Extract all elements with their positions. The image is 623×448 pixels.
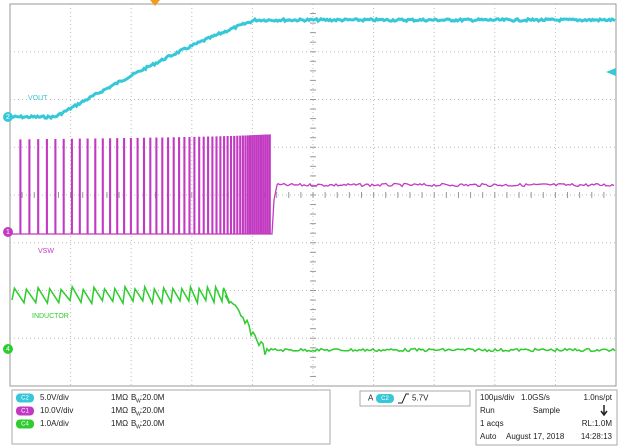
channel-id: C2 — [21, 396, 29, 402]
resolution: 1.0ns/pt — [584, 393, 613, 402]
channel-bw-prefix: B — [131, 406, 136, 415]
trigger-source-badge — [376, 394, 394, 403]
channel-id: C1 — [21, 409, 29, 415]
trigger-mode: A — [368, 394, 374, 403]
time: 14:28:13 — [581, 432, 613, 441]
channel-bandwidth: :20.0M — [140, 393, 165, 402]
trigger-source: C2 — [381, 396, 389, 402]
channel-impedance: 1MΩ — [111, 419, 128, 428]
acq-mode: Sample — [533, 406, 561, 415]
trace-label: INDUCTOR — [32, 313, 69, 320]
trigger-level: 5.7V — [412, 394, 429, 403]
channel-marker-label: 4 — [6, 346, 10, 353]
acquisition-panel — [475, 389, 618, 446]
trigger-mode-auto: Auto — [480, 432, 497, 441]
channel-bandwidth: :20.0M — [140, 419, 165, 428]
trigger-level-marker — [606, 68, 616, 76]
channel-scale: 5.0V/div — [40, 393, 69, 402]
channel-badge — [16, 393, 34, 403]
trace-label: VOUT — [28, 95, 48, 102]
sample-rate: 1.0GS/s — [521, 393, 550, 402]
vsw-trace — [12, 134, 615, 235]
channel-impedance: 1MΩ — [111, 406, 128, 415]
acq-count: 1 acqs — [480, 419, 504, 428]
channel-badge — [16, 406, 34, 416]
channel-badge — [16, 419, 34, 429]
channel-bw-prefix: B — [131, 419, 136, 428]
trace-label: VSW — [38, 248, 54, 255]
channel-panel — [11, 389, 331, 445]
channel-bw-sub: W — [136, 424, 141, 430]
timebase: 100µs/div — [480, 393, 514, 402]
run-state: Run — [480, 406, 495, 415]
channel-bandwidth: :20.0M — [140, 406, 165, 415]
channel-marker — [3, 344, 13, 354]
channel-marker — [3, 112, 13, 122]
trigger-position-marker — [150, 0, 160, 6]
inductor-trace — [11, 283, 616, 355]
date: August 17, 2018 — [506, 432, 565, 441]
channel-bw-prefix: B — [131, 393, 136, 402]
channel-scale: 1.0A/div — [40, 419, 69, 428]
channel-impedance: 1MΩ — [111, 393, 128, 402]
channel-scale: 10.0V/div — [40, 406, 73, 415]
channel-bw-sub: W — [136, 411, 141, 417]
vout-trace — [11, 16, 616, 121]
record-length: RL:1.0M — [582, 419, 613, 428]
channel-marker-label: 2 — [6, 114, 10, 121]
arrow-icon — [600, 405, 608, 417]
channel-marker-label: 1 — [6, 229, 10, 236]
channel-bw-sub: W — [136, 398, 141, 404]
trigger-slope-icon — [398, 393, 409, 404]
channel-marker — [3, 227, 13, 237]
channel-id: C4 — [21, 422, 29, 428]
